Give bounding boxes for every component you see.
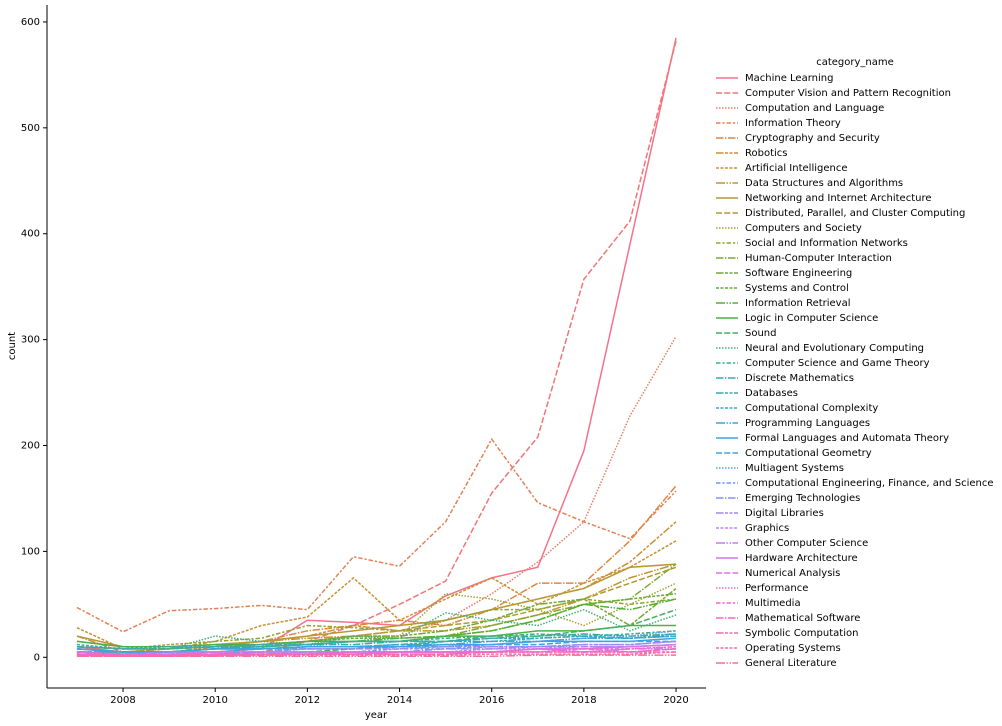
data-line — [76, 640, 677, 655]
legend-label: Symbolic Computation — [745, 628, 858, 639]
legend-label: Human-Computer Interaction — [745, 253, 892, 264]
x-tick-label: 2020 — [663, 695, 688, 706]
legend-label: Systems and Control — [745, 283, 849, 294]
data-line — [76, 598, 677, 653]
y-tick-label: 300 — [21, 335, 40, 346]
legend-label: Discrete Mathematics — [745, 373, 854, 384]
legend-label: General Literature — [745, 658, 837, 669]
legend-label: Operating Systems — [745, 643, 841, 654]
legend-label: Programming Languages — [745, 418, 870, 429]
legend-label: Information Retrieval — [745, 298, 851, 309]
legend-label: Computer Vision and Pattern Recognition — [745, 88, 951, 99]
legend-label: Machine Learning — [745, 73, 833, 84]
legend-label: Emerging Technologies — [745, 493, 860, 504]
legend-label: Formal Languages and Automata Theory — [745, 433, 949, 444]
legend-label: Performance — [745, 583, 808, 594]
data-line — [76, 654, 677, 657]
data-line — [76, 540, 677, 650]
y-axis-label: count — [7, 332, 18, 360]
legend-label: Digital Libraries — [745, 508, 824, 519]
legend-label: Computation and Language — [745, 103, 884, 114]
legend-label: Cryptography and Security — [745, 133, 880, 144]
y-tick-label: 200 — [21, 441, 40, 452]
x-tick-label: 2012 — [295, 695, 320, 706]
legend-label: Databases — [745, 388, 798, 399]
y-tick-label: 0 — [34, 652, 40, 663]
legend-label: Sound — [745, 328, 777, 339]
legend-label: Computational Geometry — [745, 448, 872, 459]
data-line — [76, 37, 677, 653]
legend-label: Mathematical Software — [745, 613, 860, 624]
legend-label: Data Structures and Algorithms — [745, 178, 903, 189]
legend-label: Information Theory — [745, 118, 841, 129]
legend-label: Computational Engineering, Finance, and … — [745, 478, 994, 489]
data-line — [76, 633, 677, 650]
legend-label: Software Engineering — [745, 268, 852, 279]
legend-label: Numerical Analysis — [745, 568, 840, 579]
legend-label: Computational Complexity — [745, 403, 878, 414]
legend-label: Distributed, Parallel, and Cluster Compu… — [745, 208, 965, 219]
legend-label: Logic in Computer Science — [745, 313, 878, 324]
legend-label: Multiagent Systems — [745, 463, 844, 474]
legend-label: Artificial Intelligence — [745, 163, 848, 174]
y-tick-label: 600 — [21, 17, 40, 28]
legend-label: Multimedia — [745, 598, 801, 609]
data-line — [76, 635, 677, 650]
y-tick-label: 100 — [21, 546, 40, 557]
data-line — [76, 645, 677, 655]
legend-label: Networking and Internet Architecture — [745, 193, 932, 204]
legend-label: Robotics — [745, 148, 788, 159]
legend-label: Hardware Architecture — [745, 553, 858, 564]
legend-title: category_name — [816, 57, 894, 68]
legend-label: Social and Information Networks — [745, 238, 908, 249]
data-line — [76, 651, 677, 656]
data-line — [76, 485, 677, 653]
data-line — [76, 563, 677, 655]
data-line — [76, 437, 677, 633]
x-tick-label: 2016 — [479, 695, 504, 706]
data-line — [76, 336, 677, 656]
x-tick-label: 2014 — [387, 695, 412, 706]
y-tick-label: 400 — [21, 229, 40, 240]
y-tick-label: 500 — [21, 123, 40, 134]
x-tick-label: 2018 — [571, 695, 596, 706]
x-tick-label: 2008 — [110, 695, 135, 706]
data-line — [76, 645, 677, 656]
x-axis-label: year — [365, 710, 388, 721]
legend-label: Other Computer Science — [745, 538, 868, 549]
legend-label: Neural and Evolutionary Computing — [745, 343, 924, 354]
x-tick-label: 2010 — [202, 695, 227, 706]
legend-label: Computers and Society — [745, 223, 862, 234]
legend-label: Computer Science and Game Theory — [745, 358, 930, 369]
legend-label: Graphics — [745, 523, 789, 534]
